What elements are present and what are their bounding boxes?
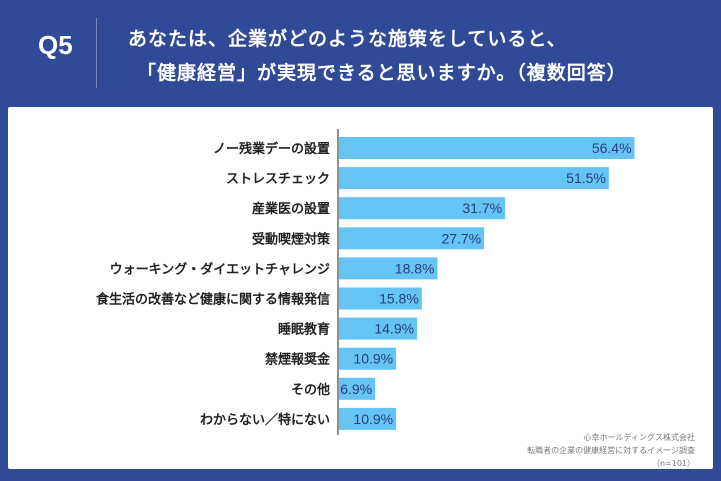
category-label: 産業医の設置: [252, 201, 330, 217]
category-label: 受動喫煙対策: [252, 231, 331, 247]
value-label: 14.9%: [374, 321, 414, 337]
category-label: ストレスチェック: [226, 172, 330, 187]
bar: [339, 257, 438, 280]
question-header: Q5 あなたは、企業がどのような施策をしていると、 「健康経営」が実現できると思…: [0, 0, 721, 106]
source-sample-size: （n=101）: [651, 459, 695, 468]
bar: [339, 167, 609, 190]
value-label: 31.7%: [462, 200, 502, 216]
bar: [339, 347, 397, 370]
category-label: ウォーキング・ダイエットチャレンジ: [110, 261, 330, 277]
category-label: ノー残業デーの設置: [213, 141, 330, 157]
question-text-line-2: 「健康経営」が実現できると思いますか。（複数回答）: [137, 62, 627, 84]
bar: [339, 227, 485, 250]
value-label: 18.8%: [395, 260, 435, 276]
value-label: 27.7%: [441, 230, 481, 246]
bar: [339, 407, 397, 430]
bar: [339, 137, 635, 159]
header-divider: [96, 18, 97, 88]
source-company: 心幸ホールディングス株式会社: [583, 433, 695, 442]
source-survey-title: 転職者の企業の健康経営に対するイメージ調査: [527, 446, 695, 455]
value-label: 10.9%: [353, 411, 393, 427]
bar: [339, 377, 376, 400]
category-label: 食生活の改善など健康に関する情報発信: [96, 292, 330, 308]
category-label: わからない／特にない: [200, 412, 330, 428]
value-label: 56.4%: [592, 140, 632, 156]
value-label: 15.8%: [379, 291, 419, 307]
value-label: 51.5%: [566, 170, 606, 186]
value-label: 10.9%: [353, 351, 393, 367]
chart-panel: ノー残業デーの設置 56.4% ストレスチェック 51.5% 産業医の設置 31.7% 受動…: [8, 107, 713, 469]
bar: [339, 317, 418, 340]
category-label: その他: [291, 382, 330, 398]
question-text-line-1: あなたは、企業がどのような施策をしていると、: [128, 28, 567, 50]
value-label: 6.9%: [340, 381, 372, 397]
question-number: Q5: [38, 30, 73, 60]
category-label: 禁煙報奨金: [265, 352, 331, 368]
bar-chart: ノー残業デーの設置 56.4% ストレスチェック 51.5% 産業医の設置 31.7% 受動…: [96, 129, 635, 435]
bar: [339, 197, 506, 220]
category-label: 睡眠教育: [278, 322, 330, 338]
bar: [339, 287, 422, 310]
